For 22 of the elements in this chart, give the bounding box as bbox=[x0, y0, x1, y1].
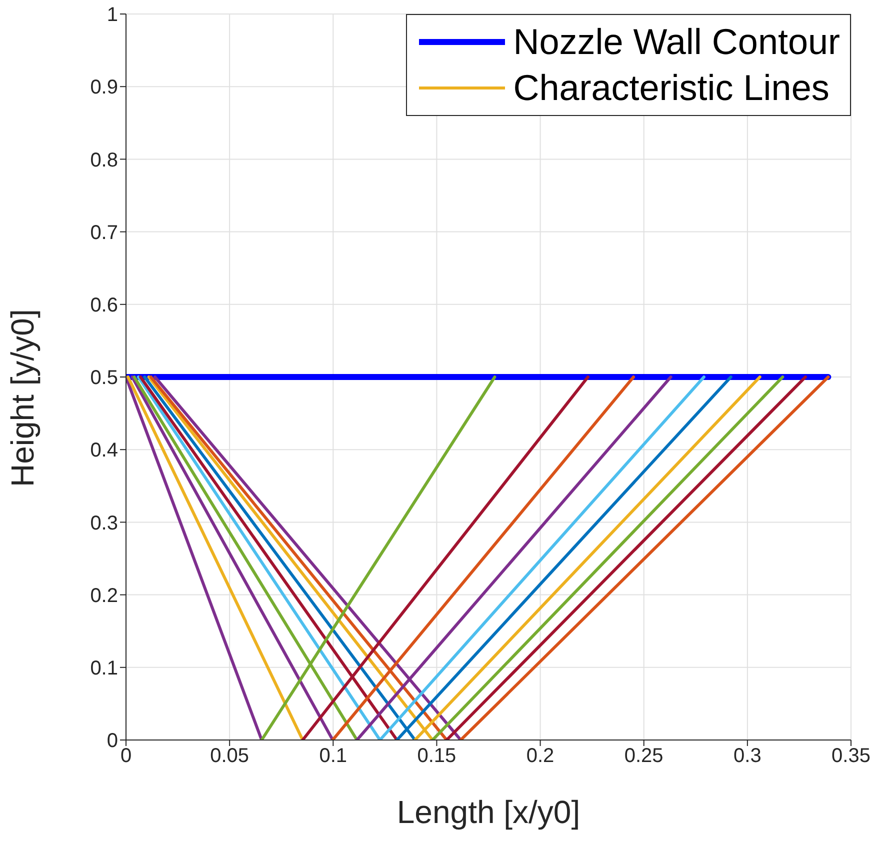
x-tick-label: 0.05 bbox=[210, 745, 250, 768]
legend-label: Characteristic Lines bbox=[513, 67, 830, 109]
y-tick-label: 0 bbox=[106, 730, 118, 752]
y-tick-label: 0.6 bbox=[90, 294, 118, 316]
x-tick-label: 0.25 bbox=[624, 745, 664, 768]
x-tick-label: 0.15 bbox=[417, 745, 456, 768]
legend-label: Nozzle Wall Contour bbox=[513, 21, 840, 63]
x-tick-label: 0.2 bbox=[526, 745, 554, 768]
x-tick-label: 0.3 bbox=[734, 745, 762, 768]
y-axis-title: Height [y/y0] bbox=[4, 309, 40, 487]
y-tick-label: 0.1 bbox=[90, 658, 118, 680]
x-axis-title: Length [x/y0] bbox=[396, 794, 580, 830]
y-tick-label: 1 bbox=[106, 4, 118, 26]
y-tick-label: 0.8 bbox=[90, 149, 118, 172]
y-tick-label: 0.3 bbox=[90, 512, 118, 534]
y-tick-label: 0.7 bbox=[90, 222, 118, 244]
y-tick-label: 0.5 bbox=[90, 367, 118, 390]
x-tick-label: 0.1 bbox=[319, 745, 348, 768]
y-tick-label: 0.2 bbox=[90, 584, 118, 607]
y-tick-label: 0.9 bbox=[90, 76, 118, 99]
x-tick-label: 0.35 bbox=[832, 745, 870, 768]
y-tick-label: 0.4 bbox=[90, 440, 118, 462]
